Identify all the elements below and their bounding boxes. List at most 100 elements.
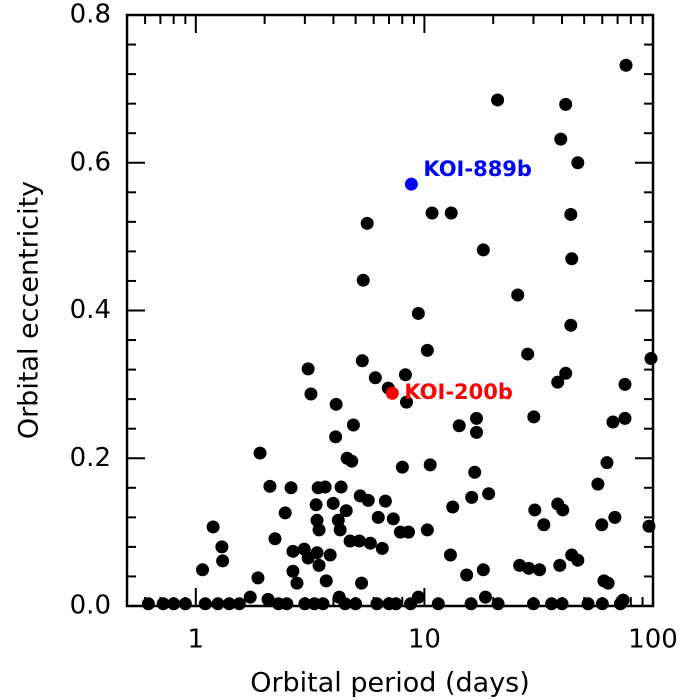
point	[468, 465, 482, 479]
point	[537, 518, 551, 532]
point	[206, 520, 220, 534]
point	[425, 206, 439, 220]
point	[343, 534, 357, 548]
point	[521, 347, 535, 361]
point	[355, 576, 369, 590]
point	[284, 481, 298, 495]
y-tick-label: 0.6	[70, 147, 111, 177]
point	[446, 500, 460, 514]
point	[554, 132, 568, 146]
point	[528, 503, 542, 517]
point	[326, 496, 340, 510]
point	[368, 371, 382, 385]
point	[323, 548, 337, 562]
point	[196, 563, 210, 577]
y-tick-label: 0.4	[70, 295, 111, 325]
point	[385, 386, 399, 400]
point	[470, 411, 484, 425]
point-annotation: KOI-889b	[423, 157, 532, 181]
point	[642, 519, 656, 533]
point	[261, 592, 275, 606]
point	[378, 494, 392, 508]
point	[644, 352, 658, 366]
point	[286, 544, 300, 558]
point	[211, 597, 225, 611]
point	[301, 362, 315, 376]
point	[595, 518, 609, 532]
y-tick-label: 0.0	[70, 591, 111, 621]
point	[476, 243, 490, 257]
point	[491, 93, 505, 107]
point	[478, 590, 492, 604]
point-annotation: KOI-200b	[404, 380, 513, 404]
point	[356, 273, 370, 287]
point	[565, 252, 579, 266]
point	[334, 480, 348, 494]
point	[156, 597, 170, 611]
point	[363, 536, 377, 550]
point	[243, 590, 257, 604]
point	[198, 597, 212, 611]
point	[232, 597, 246, 611]
point	[312, 523, 326, 537]
point	[476, 563, 490, 577]
point	[526, 597, 540, 611]
point	[595, 597, 609, 611]
point	[533, 563, 547, 577]
point	[423, 458, 437, 472]
point	[443, 548, 457, 562]
point	[564, 207, 578, 221]
point	[263, 479, 277, 493]
point	[555, 597, 569, 611]
point	[465, 490, 479, 504]
point	[460, 568, 474, 582]
point	[268, 532, 282, 546]
point	[331, 513, 345, 527]
point	[571, 156, 585, 170]
point	[545, 597, 559, 611]
point	[167, 597, 181, 611]
point	[333, 523, 347, 537]
point	[304, 387, 318, 401]
point	[404, 597, 418, 611]
point	[395, 460, 409, 474]
point	[280, 597, 294, 611]
point	[319, 574, 333, 588]
point	[361, 493, 375, 507]
point	[290, 576, 304, 590]
point	[389, 597, 403, 611]
point	[404, 177, 418, 191]
point	[345, 454, 359, 468]
point	[556, 503, 570, 517]
point	[375, 541, 389, 555]
point	[618, 377, 632, 391]
point	[329, 430, 343, 444]
point	[553, 558, 567, 572]
point	[571, 553, 585, 567]
point	[559, 366, 573, 380]
point	[564, 318, 578, 332]
point	[316, 597, 330, 611]
point	[286, 564, 300, 578]
point	[464, 597, 478, 611]
point	[601, 576, 615, 590]
point	[312, 558, 326, 572]
point	[386, 512, 400, 526]
point	[551, 375, 565, 389]
point	[600, 456, 614, 470]
point	[178, 597, 192, 611]
point	[338, 597, 352, 611]
point	[431, 597, 445, 611]
point	[581, 597, 595, 611]
point	[420, 343, 434, 357]
point	[215, 540, 229, 554]
point	[298, 597, 312, 611]
point	[251, 571, 265, 585]
point	[310, 546, 324, 560]
point	[444, 206, 458, 220]
point	[349, 597, 363, 611]
point	[309, 498, 323, 512]
point	[411, 306, 425, 320]
point	[559, 97, 573, 111]
